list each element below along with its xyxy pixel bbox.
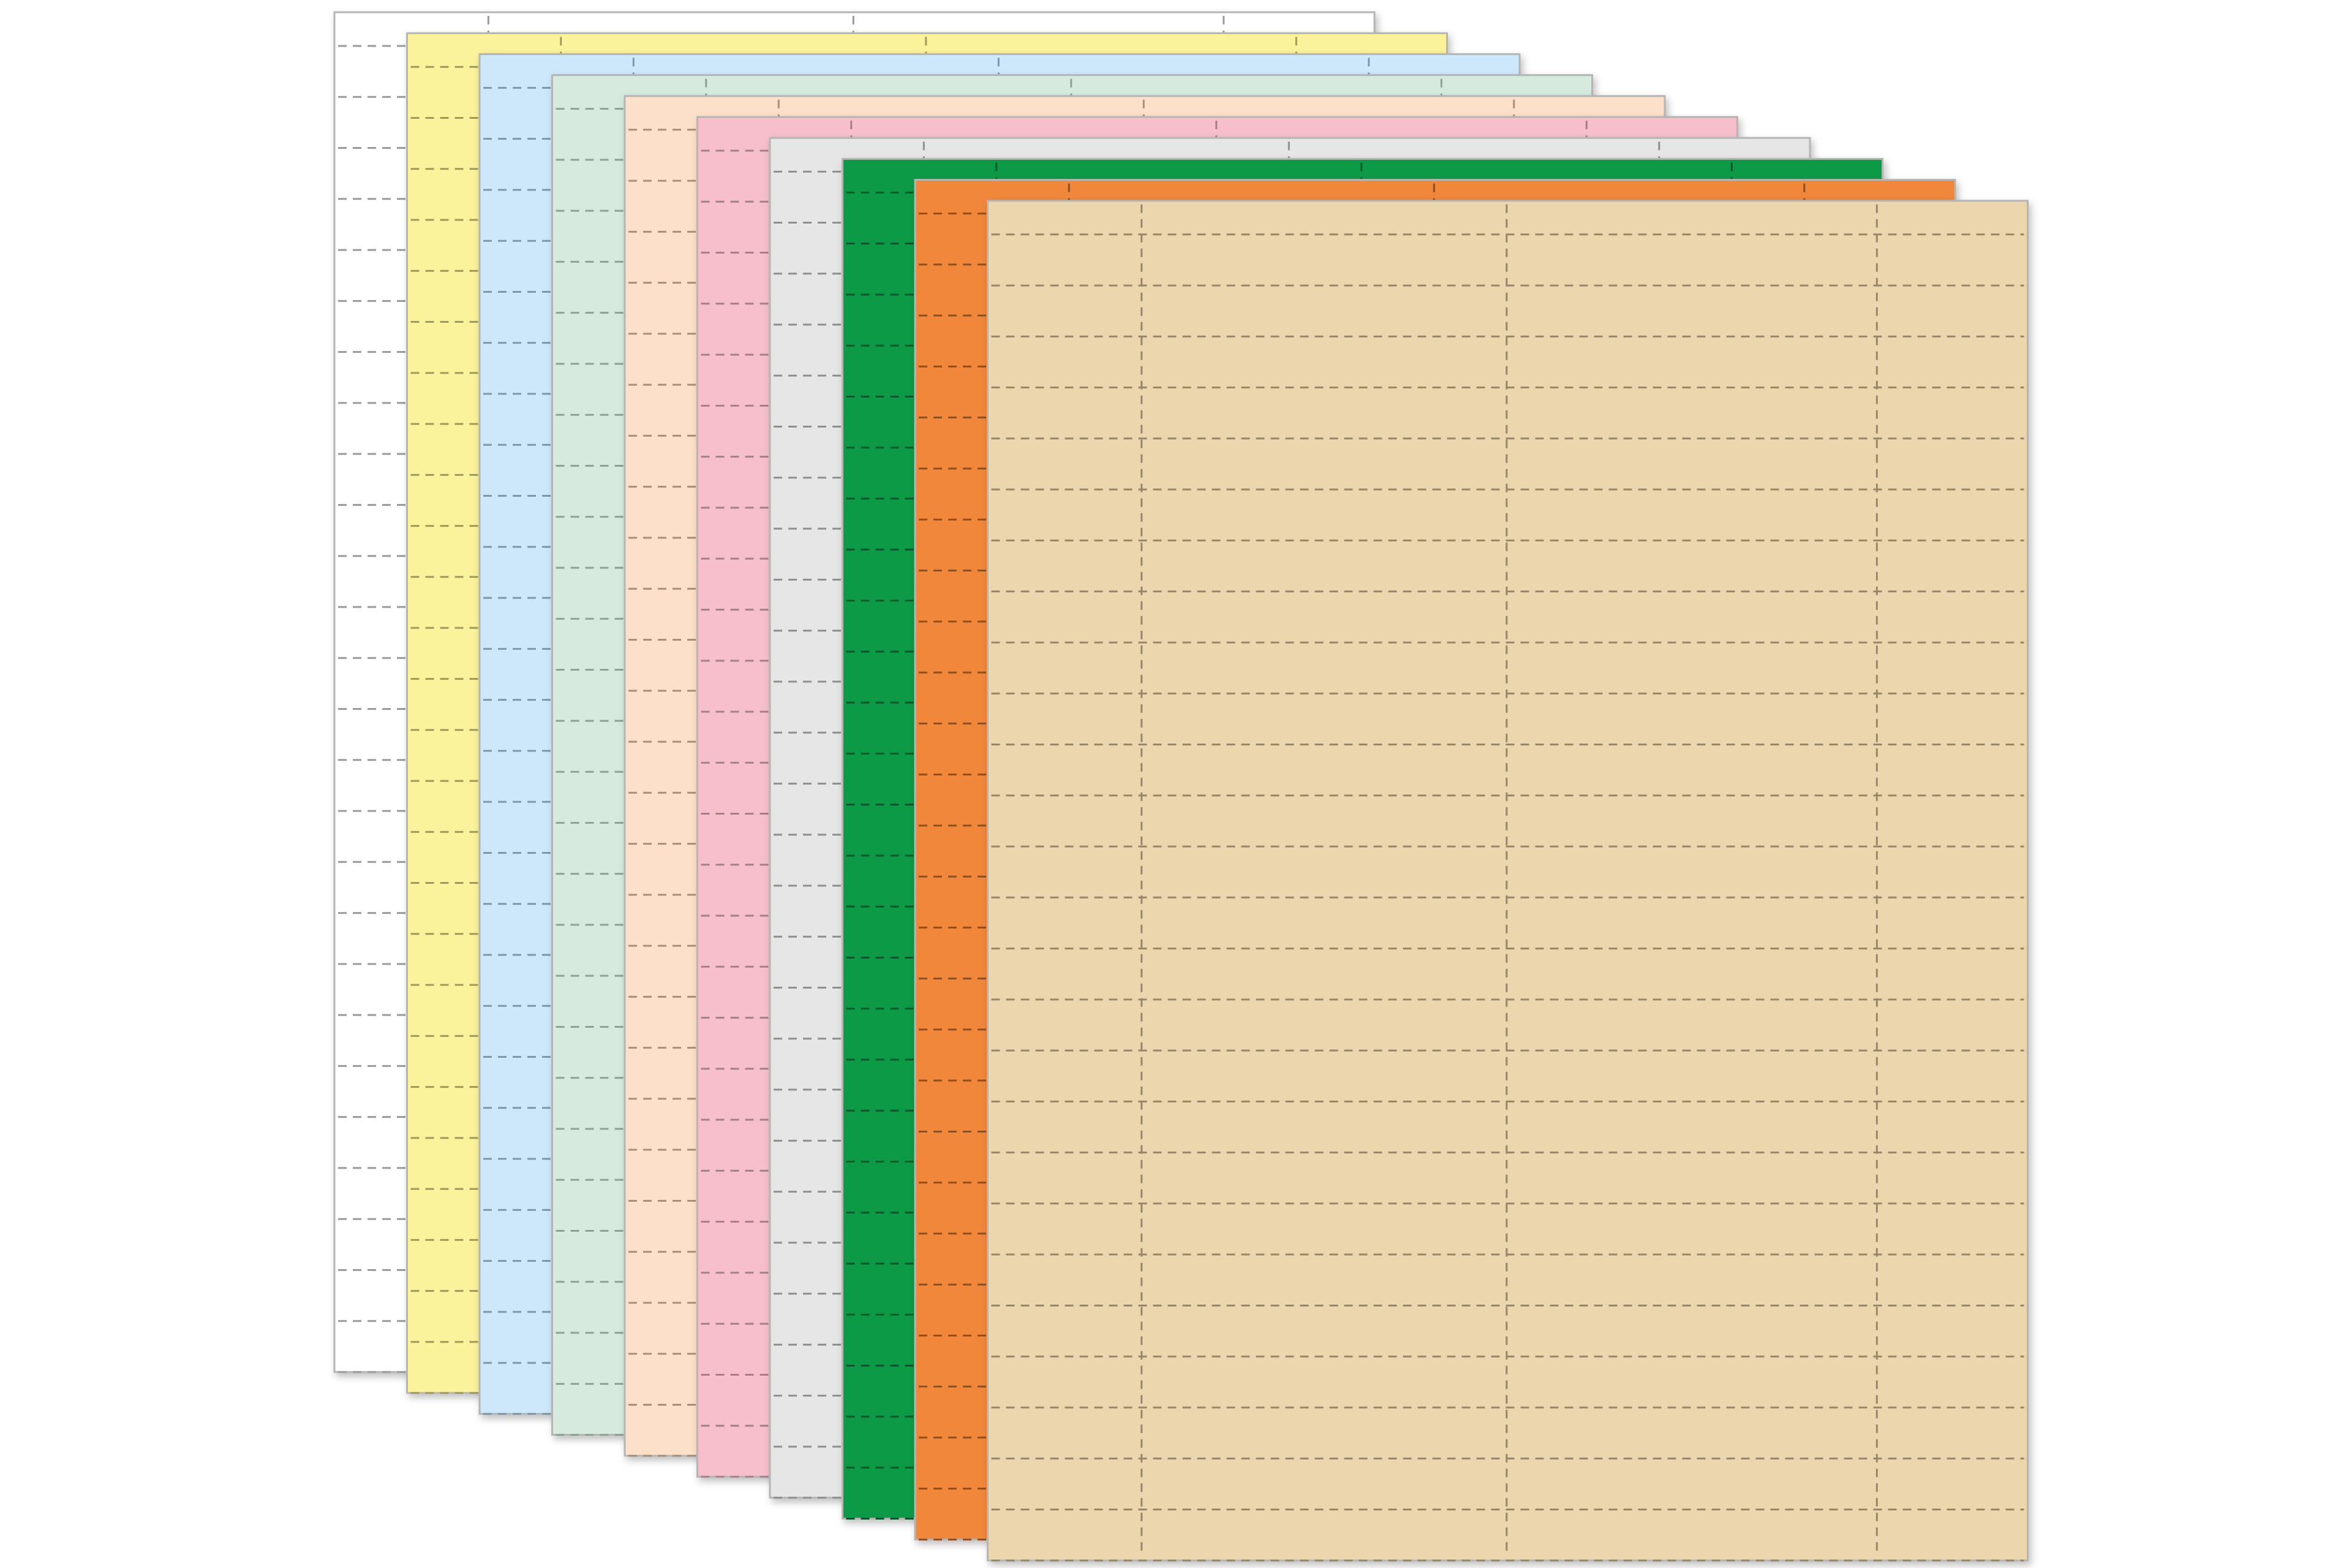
sheet-paper [987,200,2029,1562]
label-sheet [987,200,2029,1562]
